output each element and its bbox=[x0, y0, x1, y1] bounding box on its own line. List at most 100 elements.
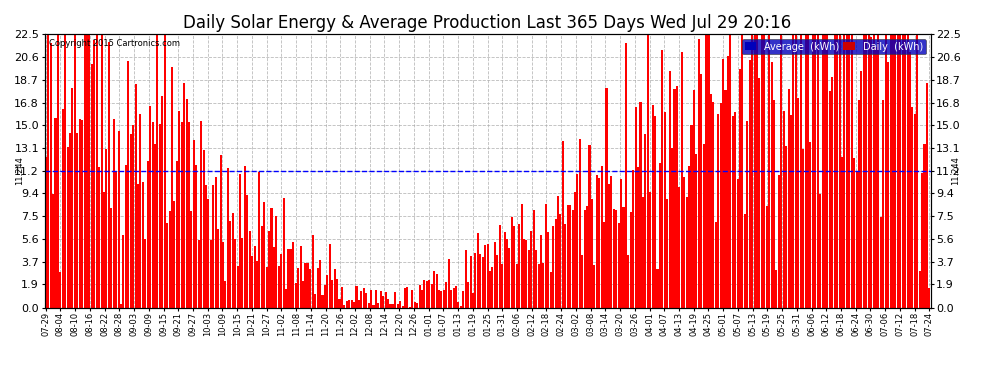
Bar bbox=[93, 40, 95, 308]
Bar bbox=[344, 305, 346, 308]
Bar bbox=[407, 286, 409, 308]
Bar bbox=[438, 290, 441, 308]
Bar bbox=[353, 302, 355, 307]
Bar bbox=[593, 265, 595, 308]
Bar bbox=[841, 157, 843, 308]
Bar bbox=[730, 22, 732, 307]
Bar bbox=[845, 22, 847, 307]
Bar bbox=[611, 176, 613, 308]
Bar bbox=[220, 155, 222, 308]
Bar bbox=[792, 34, 795, 308]
Bar bbox=[360, 291, 362, 308]
Bar bbox=[887, 62, 889, 308]
Bar bbox=[889, 22, 892, 307]
Bar bbox=[848, 33, 850, 308]
Bar bbox=[526, 240, 528, 308]
Bar bbox=[176, 161, 178, 308]
Bar bbox=[666, 199, 668, 308]
Bar bbox=[637, 167, 640, 308]
Bar bbox=[431, 284, 433, 308]
Bar bbox=[596, 175, 598, 308]
Bar bbox=[110, 208, 112, 308]
Bar bbox=[853, 158, 855, 308]
Bar bbox=[882, 100, 884, 308]
Bar bbox=[190, 211, 192, 308]
Bar bbox=[446, 282, 447, 308]
Bar bbox=[120, 303, 122, 307]
Bar bbox=[295, 284, 297, 308]
Bar bbox=[404, 288, 406, 308]
Bar bbox=[720, 103, 722, 308]
Bar bbox=[686, 197, 688, 308]
Bar bbox=[409, 307, 411, 308]
Bar bbox=[727, 56, 729, 308]
Bar bbox=[462, 291, 464, 308]
Bar bbox=[183, 83, 185, 308]
Bar bbox=[746, 121, 748, 308]
Bar bbox=[663, 112, 666, 308]
Bar bbox=[742, 22, 743, 307]
Bar bbox=[357, 300, 360, 307]
Bar bbox=[763, 22, 765, 307]
Bar bbox=[499, 225, 501, 308]
Bar bbox=[829, 91, 831, 308]
Bar bbox=[484, 245, 486, 308]
Bar bbox=[773, 99, 775, 308]
Bar bbox=[459, 306, 462, 308]
Bar bbox=[863, 32, 865, 308]
Bar bbox=[394, 292, 396, 308]
Bar bbox=[795, 22, 797, 307]
Bar bbox=[630, 212, 632, 308]
Bar bbox=[904, 22, 906, 307]
Bar bbox=[559, 214, 561, 308]
Bar bbox=[56, 22, 59, 307]
Bar bbox=[225, 280, 227, 308]
Bar bbox=[810, 142, 812, 308]
Bar bbox=[76, 133, 78, 308]
Bar bbox=[88, 22, 90, 307]
Bar bbox=[387, 299, 389, 307]
Bar bbox=[722, 59, 724, 308]
Bar bbox=[142, 182, 144, 308]
Bar bbox=[540, 235, 542, 308]
Bar bbox=[477, 232, 479, 308]
Bar bbox=[290, 249, 292, 308]
Bar bbox=[608, 184, 610, 308]
Bar bbox=[552, 226, 554, 308]
Bar bbox=[788, 89, 790, 308]
Bar bbox=[372, 305, 374, 308]
Bar bbox=[455, 286, 457, 308]
Bar bbox=[118, 131, 120, 308]
Bar bbox=[392, 304, 394, 307]
Bar bbox=[618, 223, 620, 308]
Bar bbox=[758, 78, 760, 308]
Bar bbox=[230, 221, 232, 308]
Bar bbox=[561, 141, 564, 308]
Bar bbox=[802, 149, 804, 308]
Bar bbox=[314, 294, 316, 307]
Bar bbox=[623, 207, 625, 308]
Bar bbox=[185, 99, 187, 308]
Bar bbox=[171, 67, 173, 308]
Bar bbox=[770, 62, 772, 308]
Bar bbox=[101, 22, 103, 307]
Bar bbox=[571, 210, 573, 308]
Bar bbox=[251, 255, 253, 308]
Bar bbox=[161, 96, 163, 308]
Bar bbox=[535, 250, 538, 307]
Bar bbox=[739, 69, 742, 308]
Bar bbox=[676, 86, 678, 308]
Bar bbox=[441, 291, 443, 308]
Bar bbox=[280, 254, 282, 308]
Bar bbox=[69, 133, 71, 308]
Bar bbox=[402, 306, 404, 308]
Bar bbox=[66, 147, 68, 308]
Bar bbox=[521, 204, 523, 308]
Bar bbox=[367, 303, 369, 307]
Bar bbox=[855, 171, 857, 308]
Bar bbox=[509, 248, 511, 308]
Bar bbox=[885, 22, 887, 307]
Bar bbox=[135, 84, 137, 308]
Bar bbox=[549, 272, 551, 308]
Bar bbox=[528, 250, 530, 307]
